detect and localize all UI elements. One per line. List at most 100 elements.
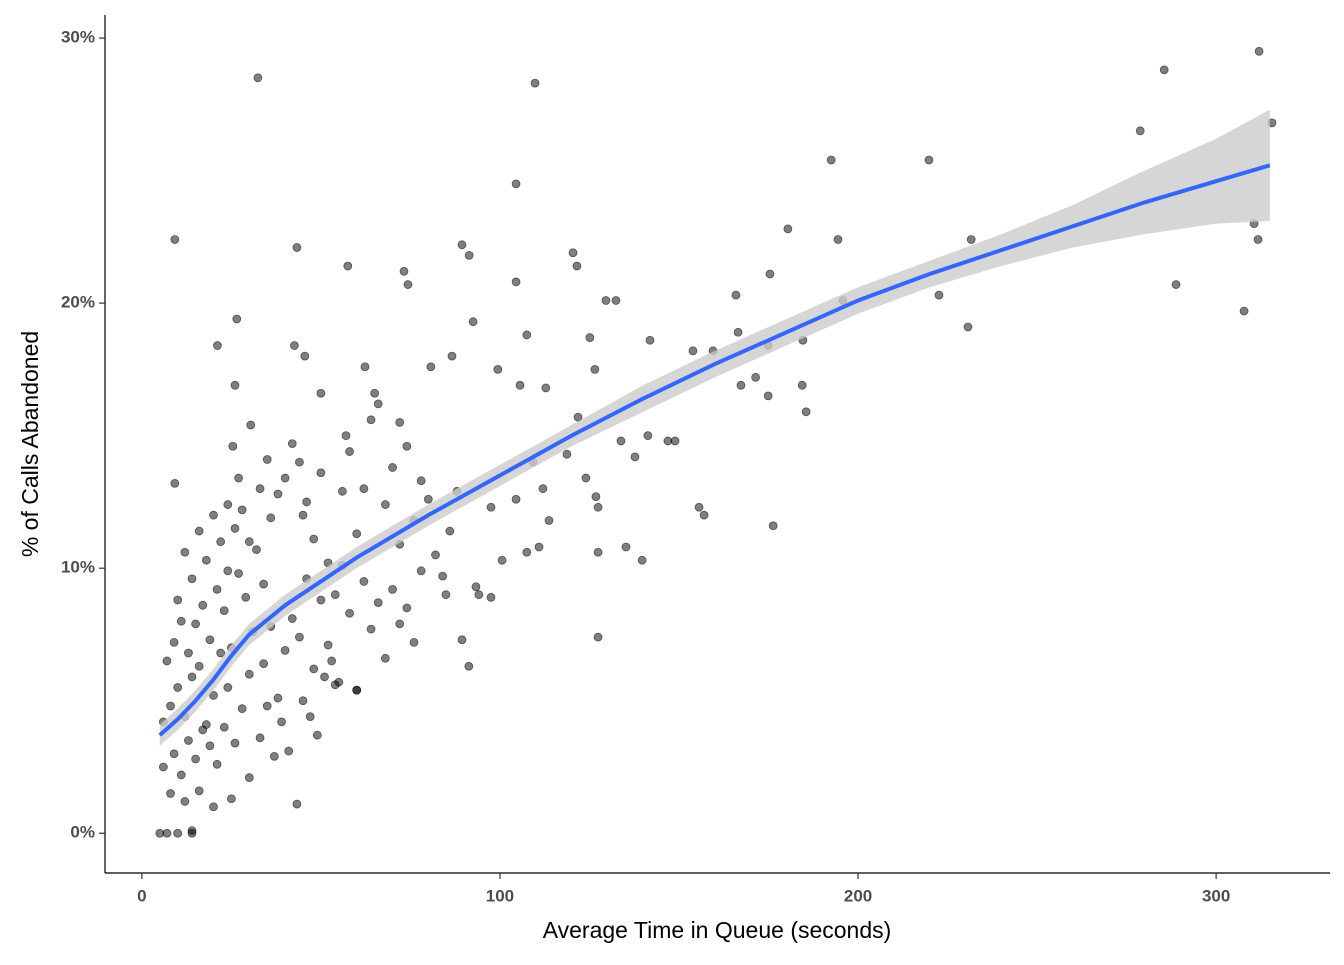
point	[511, 179, 521, 189]
point	[731, 290, 741, 300]
point	[316, 468, 326, 478]
point	[388, 463, 397, 472]
point	[312, 730, 322, 740]
point	[269, 751, 279, 761]
point	[176, 770, 186, 780]
points	[155, 46, 1277, 838]
point	[670, 436, 680, 446]
point	[688, 346, 698, 356]
point	[230, 738, 240, 748]
point	[643, 431, 653, 441]
point	[751, 372, 761, 382]
point	[403, 280, 413, 289]
y-tick-label: 20%	[61, 293, 95, 312]
y-tick-label: 0%	[70, 823, 95, 842]
point	[345, 608, 354, 618]
point	[630, 452, 640, 462]
point	[373, 598, 383, 608]
point	[191, 619, 200, 629]
point	[645, 335, 655, 345]
point	[388, 584, 397, 594]
point	[380, 500, 390, 509]
point	[593, 547, 603, 557]
point	[209, 802, 218, 812]
point	[198, 600, 208, 610]
point	[158, 762, 168, 772]
point	[464, 251, 474, 260]
point	[300, 351, 310, 361]
point	[280, 473, 290, 483]
point	[170, 235, 180, 244]
point	[169, 749, 179, 759]
y-tick-label: 10%	[61, 558, 95, 577]
point	[522, 330, 532, 340]
point	[302, 497, 312, 507]
point	[486, 502, 496, 512]
point	[352, 529, 362, 539]
point	[395, 417, 405, 427]
point	[223, 683, 233, 692]
point	[833, 235, 843, 244]
point	[234, 569, 243, 578]
point	[327, 656, 337, 666]
point	[173, 828, 183, 838]
point	[359, 484, 369, 494]
point	[180, 797, 190, 806]
point	[166, 789, 175, 798]
point	[295, 632, 304, 642]
point	[253, 73, 263, 83]
point	[474, 590, 484, 600]
point	[223, 566, 233, 576]
point	[373, 399, 383, 409]
point	[416, 566, 426, 576]
point	[290, 341, 299, 350]
point	[826, 155, 836, 165]
point	[187, 826, 197, 835]
point	[187, 574, 197, 584]
point	[216, 648, 226, 658]
point	[573, 412, 583, 422]
point	[468, 317, 478, 327]
point	[1239, 306, 1249, 316]
point	[246, 420, 256, 430]
x-tick-label: 300	[1202, 886, 1230, 905]
point	[544, 516, 554, 525]
point	[176, 616, 186, 626]
confidence-band	[159, 109, 1270, 746]
point	[184, 736, 193, 745]
point	[194, 786, 204, 796]
point	[585, 333, 595, 342]
point	[402, 441, 412, 451]
point	[380, 653, 390, 663]
point	[266, 513, 276, 523]
point	[763, 391, 773, 401]
point	[244, 773, 254, 782]
point	[287, 614, 297, 623]
point	[166, 701, 175, 711]
point	[230, 524, 240, 533]
x-tick-label: 200	[844, 886, 872, 905]
point	[280, 645, 290, 655]
point	[341, 431, 351, 441]
point	[562, 449, 572, 459]
point	[402, 603, 412, 613]
point	[180, 547, 190, 557]
point	[399, 266, 409, 276]
point	[255, 733, 265, 743]
point	[170, 478, 180, 488]
point	[352, 685, 362, 695]
point	[298, 510, 308, 520]
point	[184, 648, 193, 658]
point	[205, 635, 215, 645]
point	[637, 555, 647, 565]
point	[234, 473, 243, 483]
point	[1135, 126, 1145, 136]
point	[316, 388, 326, 398]
point	[173, 595, 183, 605]
point	[330, 590, 340, 600]
point	[244, 537, 254, 547]
point	[230, 380, 240, 390]
point	[616, 436, 626, 446]
point	[194, 526, 204, 536]
